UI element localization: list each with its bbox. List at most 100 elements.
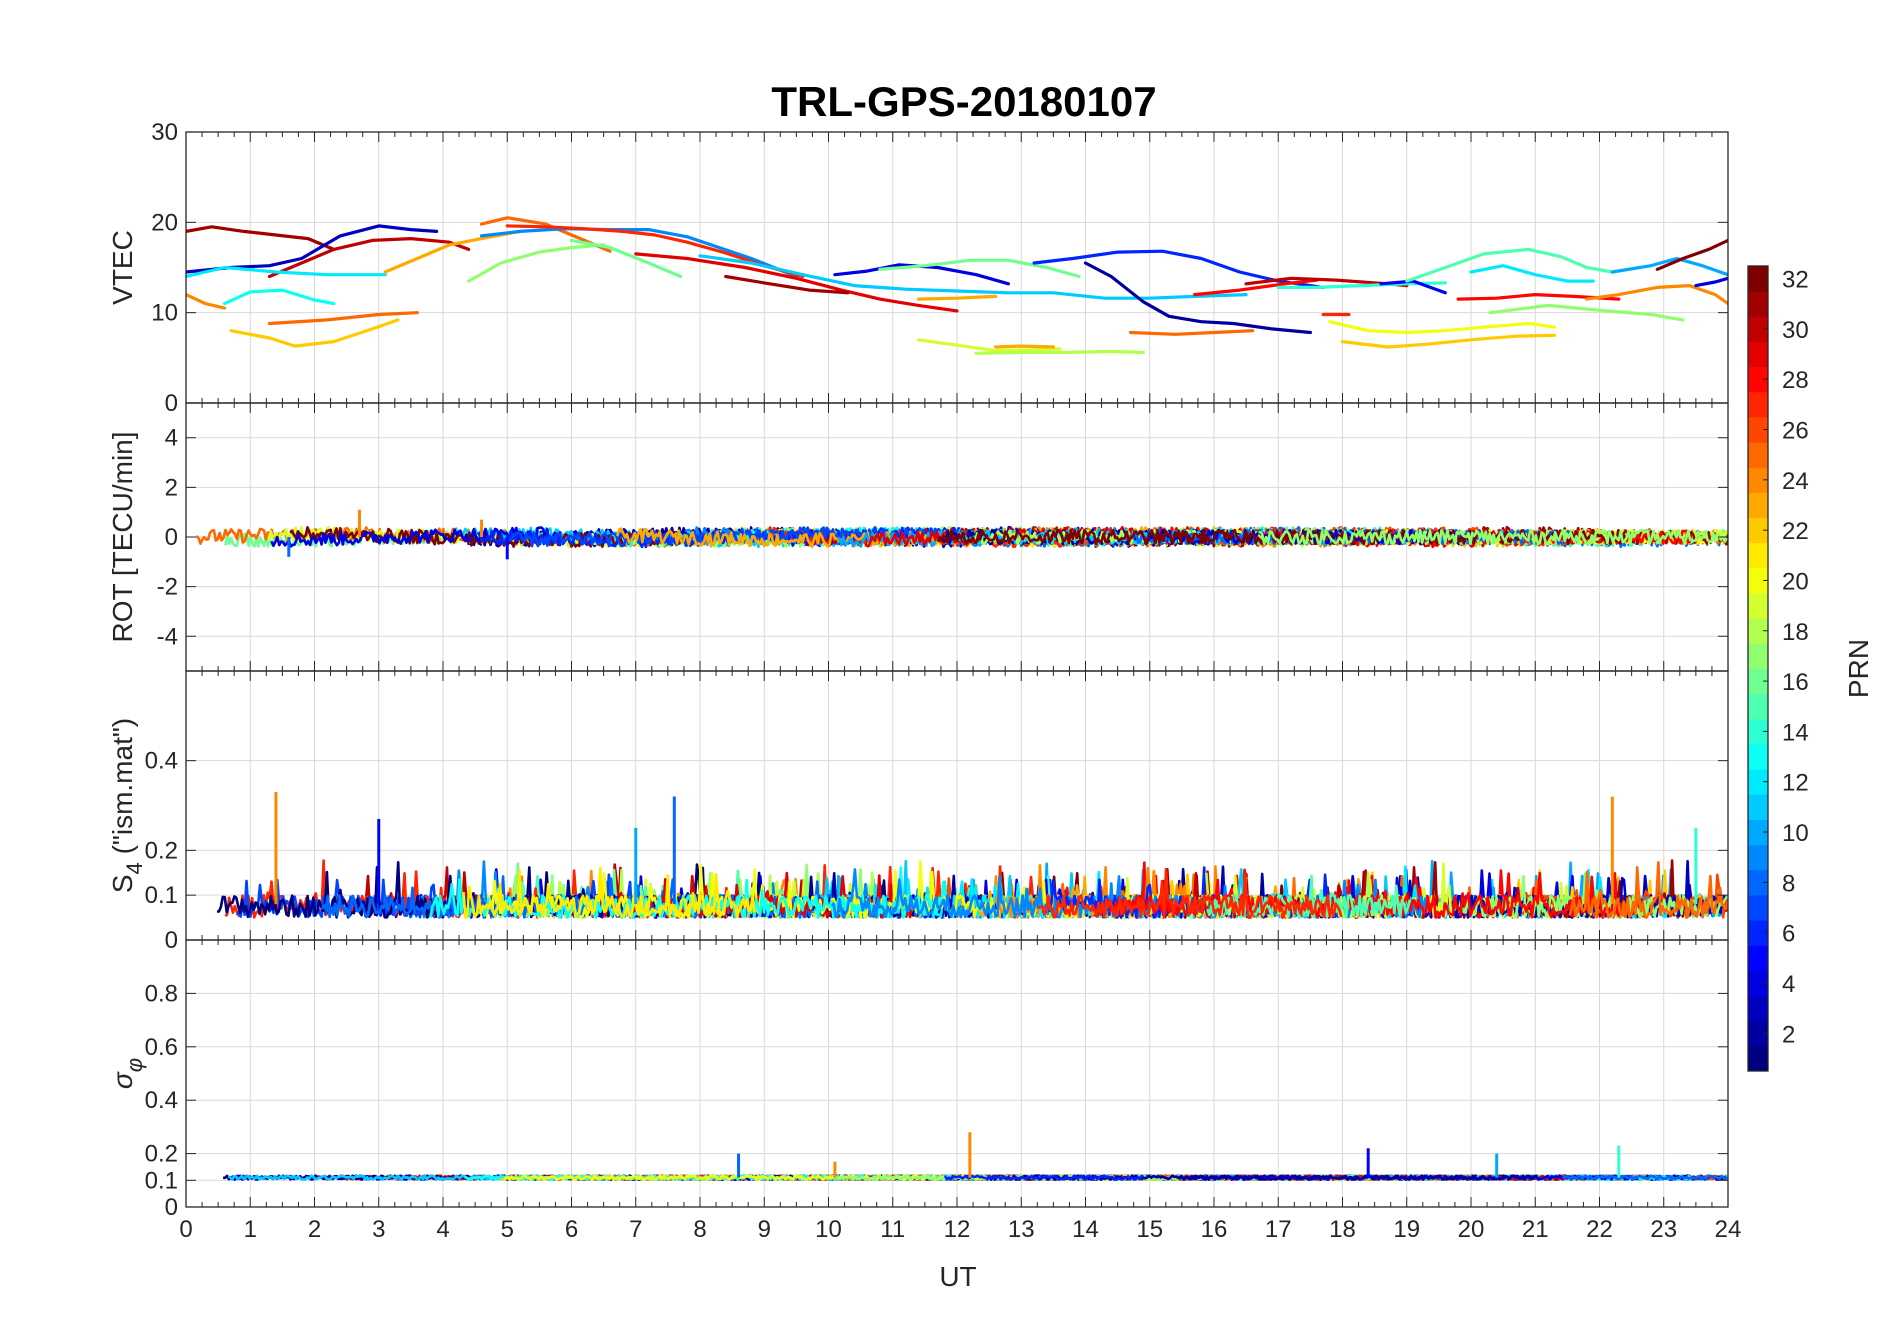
colorbar-tick-label: 18 <box>1782 619 1809 646</box>
plot-area <box>217 792 1728 919</box>
colorbar-swatch <box>1748 743 1768 770</box>
series-prn-23 <box>993 344 1056 349</box>
y-tick-label: 2 <box>165 474 178 501</box>
y-tick-label: 30 <box>151 119 178 146</box>
colorbar-swatch <box>1748 718 1768 745</box>
y-tick-label: 0 <box>165 524 178 551</box>
trace-prn-8 <box>1562 1174 1728 1181</box>
colorbar-tick-label: 24 <box>1782 468 1809 495</box>
trace-prn-17 <box>1258 528 1728 546</box>
series-prn-31 <box>186 225 336 251</box>
series-prn-17 <box>467 243 606 283</box>
x-tick-label: 0 <box>179 1216 192 1243</box>
series-prn-4 <box>833 263 1011 286</box>
series-prn-6 <box>1032 249 1325 289</box>
series-prn-13 <box>223 288 336 306</box>
y-axis-label: VTEC <box>107 230 138 305</box>
x-tick-label: 5 <box>501 1216 514 1243</box>
x-tick-label: 1 <box>244 1216 257 1243</box>
colorbar-swatch <box>1748 593 1768 619</box>
colorbar-swatch <box>1748 970 1768 997</box>
colorbar-swatch <box>1748 693 1768 720</box>
colorbar-swatch <box>1748 442 1768 468</box>
series-prn-11 <box>1051 291 1248 300</box>
y-tick-label: 20 <box>151 209 178 236</box>
x-tick-label: 6 <box>565 1216 578 1243</box>
x-tick-label: 23 <box>1650 1216 1677 1243</box>
colorbar-tick-label: 20 <box>1782 568 1809 595</box>
colorbar-swatch <box>1748 341 1768 368</box>
y-tick-label: 0.2 <box>145 837 178 864</box>
series-prn-30 <box>267 237 471 279</box>
colorbar-swatch <box>1748 618 1768 644</box>
colorbar-swatch <box>1748 869 1768 896</box>
y-tick-label: 4 <box>165 425 178 452</box>
y-tick-label: 0.8 <box>145 980 178 1007</box>
colorbar-swatch <box>1748 492 1768 519</box>
x-tick-label: 16 <box>1201 1216 1228 1243</box>
colorbar-tick-label: 32 <box>1782 267 1809 294</box>
series-prn-9 <box>479 227 799 279</box>
x-tick-label: 24 <box>1715 1216 1742 1243</box>
x-tick-label: 3 <box>372 1216 385 1243</box>
series-prn-31 <box>724 274 850 295</box>
y-tick-label: 10 <box>151 300 178 327</box>
plot-area <box>186 216 1728 355</box>
series-prn-23 <box>916 294 998 301</box>
colorbar-tick-label: 10 <box>1782 820 1809 847</box>
x-tick-label: 11 <box>880 1216 905 1243</box>
panel-vtec: 0 10 20 30 VTEC <box>107 119 1729 417</box>
trace-prn-20 <box>503 1174 1001 1181</box>
series-prn-28 <box>1193 278 1319 297</box>
series-prn-24 <box>1585 284 1728 306</box>
x-tick-label: 9 <box>758 1216 771 1243</box>
colorbar-tick-label: 16 <box>1782 669 1809 696</box>
x-tick-label: 13 <box>1008 1216 1035 1243</box>
trace-prn-25 <box>1568 860 1728 919</box>
colorbar-swatch <box>1748 391 1768 418</box>
tick-marks <box>185 671 1729 941</box>
y-tick-label: 0.6 <box>145 1034 178 1061</box>
series-prn-29 <box>634 252 959 313</box>
x-tick-label: 20 <box>1458 1216 1485 1243</box>
colorbar-swatch <box>1748 769 1768 795</box>
plot-area <box>195 509 1728 560</box>
colorbar-swatch <box>1748 1045 1768 1072</box>
colorbar-swatch <box>1748 567 1768 594</box>
colorbar-tick-label: 6 <box>1782 921 1795 948</box>
series-prn-10 <box>1610 256 1728 277</box>
x-tick-label: 2 <box>308 1216 321 1243</box>
colorbar-label: PRN <box>1843 639 1874 698</box>
colorbar-swatch <box>1748 266 1768 292</box>
x-tick-label: 7 <box>629 1216 642 1243</box>
series-prn-17 <box>1488 303 1685 322</box>
y-tick-label: 0 <box>165 1194 178 1221</box>
colorbar-swatch <box>1748 894 1768 921</box>
series-prn-16 <box>878 258 1081 279</box>
series-prn-24 <box>186 293 227 310</box>
y-axis-label: ROT [TECU/min] <box>107 431 138 642</box>
x-tick-label: 18 <box>1329 1216 1356 1243</box>
series-prn-20 <box>1328 320 1557 335</box>
y-tick-label: 0 <box>165 390 178 417</box>
series-prn-25 <box>1128 329 1255 336</box>
colorbar-tick-label: 26 <box>1782 418 1809 445</box>
colorbar-tick-label: 30 <box>1782 317 1809 344</box>
panel-s4: 0 0.1 0.2 0.4S4 ("ism.mat") <box>107 670 1729 954</box>
x-tick-label: 22 <box>1586 1216 1613 1243</box>
colorbar-swatch <box>1748 542 1768 569</box>
colorbar-swatch <box>1748 467 1768 493</box>
series-prn-23 <box>383 229 522 274</box>
series-prn-15 <box>1405 247 1614 283</box>
colorbar-swatch <box>1748 517 1768 544</box>
colorbar-swatch <box>1748 316 1768 342</box>
series-prn-5 <box>1379 279 1447 295</box>
colorbar-tick-label: 28 <box>1782 367 1809 394</box>
y-tick-label: 0.1 <box>145 1167 178 1194</box>
x-tick-label: 12 <box>944 1216 971 1243</box>
x-tick-label: 19 <box>1393 1216 1420 1243</box>
colorbar-swatch <box>1748 794 1768 820</box>
